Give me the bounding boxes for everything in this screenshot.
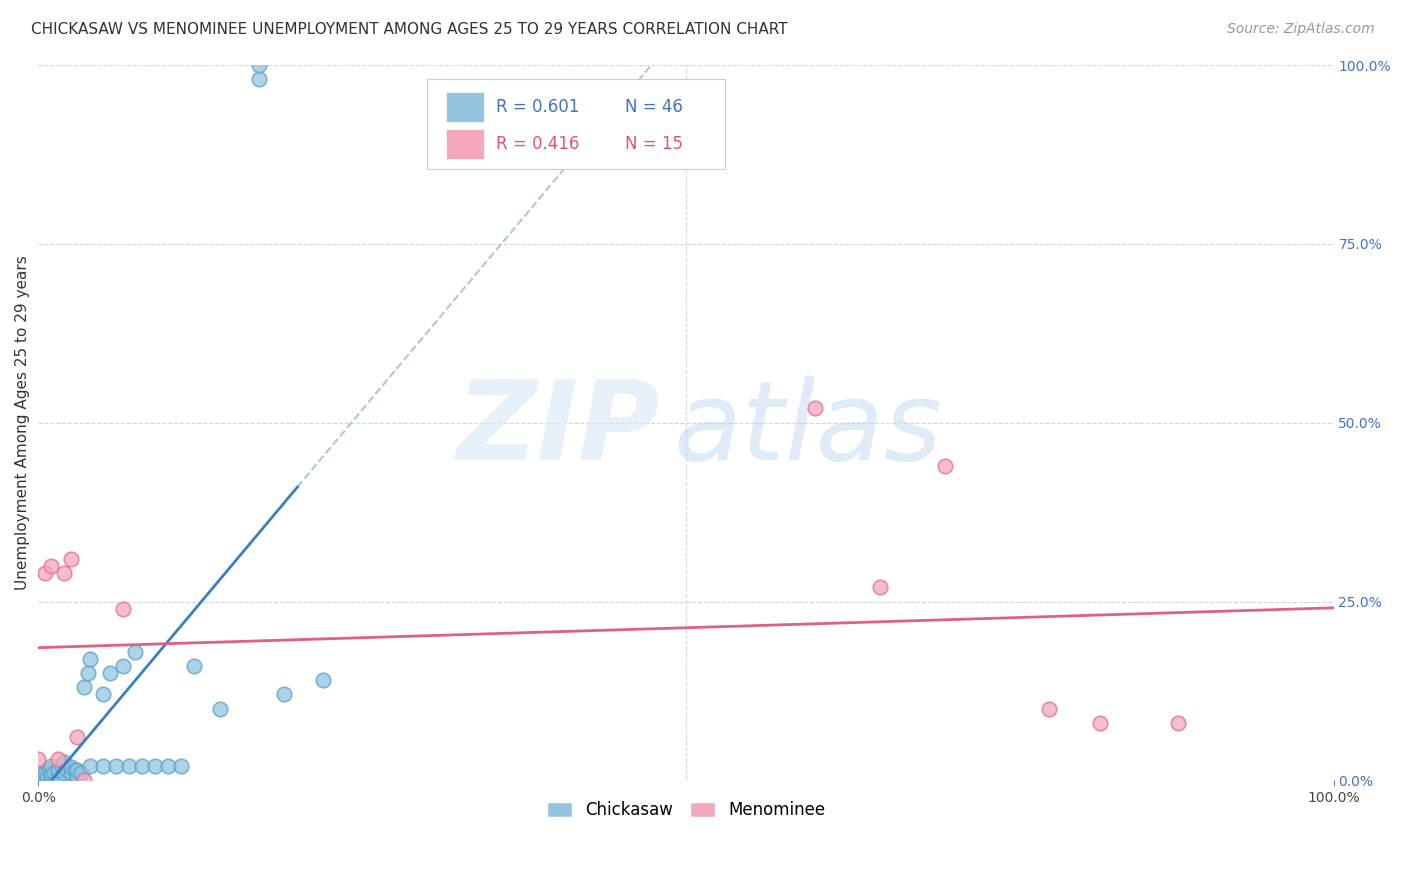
Point <box>46 770 69 784</box>
Point <box>124 644 146 658</box>
Point <box>118 759 141 773</box>
Point <box>76 666 98 681</box>
Point <box>51 759 73 773</box>
Point <box>869 580 891 594</box>
Point <box>273 688 295 702</box>
Point <box>39 558 62 573</box>
Point <box>98 666 121 681</box>
Point <box>27 770 49 784</box>
Text: Source: ZipAtlas.com: Source: ZipAtlas.com <box>1227 22 1375 37</box>
Point <box>247 58 270 72</box>
Point <box>59 551 82 566</box>
Point <box>53 766 76 780</box>
Point <box>73 773 96 788</box>
Y-axis label: Unemployment Among Ages 25 to 29 years: Unemployment Among Ages 25 to 29 years <box>15 255 30 591</box>
Point <box>131 759 153 773</box>
Point <box>934 458 956 473</box>
Point <box>27 773 49 788</box>
Point <box>27 752 49 766</box>
Point <box>53 566 76 580</box>
Legend: Chickasaw, Menominee: Chickasaw, Menominee <box>540 794 832 826</box>
Point <box>46 763 69 777</box>
Point <box>70 766 93 780</box>
Text: R = 0.601: R = 0.601 <box>495 97 579 116</box>
Point <box>111 658 134 673</box>
Point <box>27 767 49 781</box>
Point <box>34 766 56 780</box>
FancyBboxPatch shape <box>427 79 724 169</box>
Point <box>105 759 128 773</box>
Point <box>73 681 96 695</box>
Point <box>27 766 49 780</box>
Point <box>312 673 335 688</box>
Point <box>170 759 193 773</box>
Point <box>27 773 49 788</box>
Point <box>27 773 49 788</box>
Point <box>34 566 56 580</box>
Point <box>37 770 59 784</box>
Point <box>66 763 89 777</box>
Text: N = 46: N = 46 <box>626 97 683 116</box>
Point <box>59 766 82 780</box>
Point <box>1167 716 1189 731</box>
Point <box>59 760 82 774</box>
Text: R = 0.416: R = 0.416 <box>495 135 579 153</box>
Point <box>91 759 114 773</box>
Point <box>804 401 827 416</box>
Point <box>42 766 65 780</box>
Point <box>38 763 60 777</box>
Point <box>53 756 76 770</box>
Point <box>143 759 166 773</box>
Point <box>111 601 134 615</box>
Text: atlas: atlas <box>673 376 942 483</box>
Point <box>208 702 231 716</box>
Text: N = 15: N = 15 <box>626 135 683 153</box>
Point <box>63 763 86 777</box>
Point <box>46 752 69 766</box>
Point <box>247 72 270 87</box>
Point <box>66 770 89 784</box>
Text: ZIP: ZIP <box>457 376 659 483</box>
Point <box>79 759 101 773</box>
FancyBboxPatch shape <box>446 92 484 121</box>
Point <box>39 770 62 784</box>
Point <box>91 688 114 702</box>
Point <box>156 759 179 773</box>
Text: CHICKASAW VS MENOMINEE UNEMPLOYMENT AMONG AGES 25 TO 29 YEARS CORRELATION CHART: CHICKASAW VS MENOMINEE UNEMPLOYMENT AMON… <box>31 22 787 37</box>
Point <box>56 763 79 777</box>
Point <box>1090 716 1112 731</box>
Point <box>183 658 205 673</box>
FancyBboxPatch shape <box>446 128 484 159</box>
Point <box>79 651 101 665</box>
Point <box>39 759 62 773</box>
Point <box>39 766 62 780</box>
Point <box>66 731 89 745</box>
Point <box>1038 702 1060 716</box>
